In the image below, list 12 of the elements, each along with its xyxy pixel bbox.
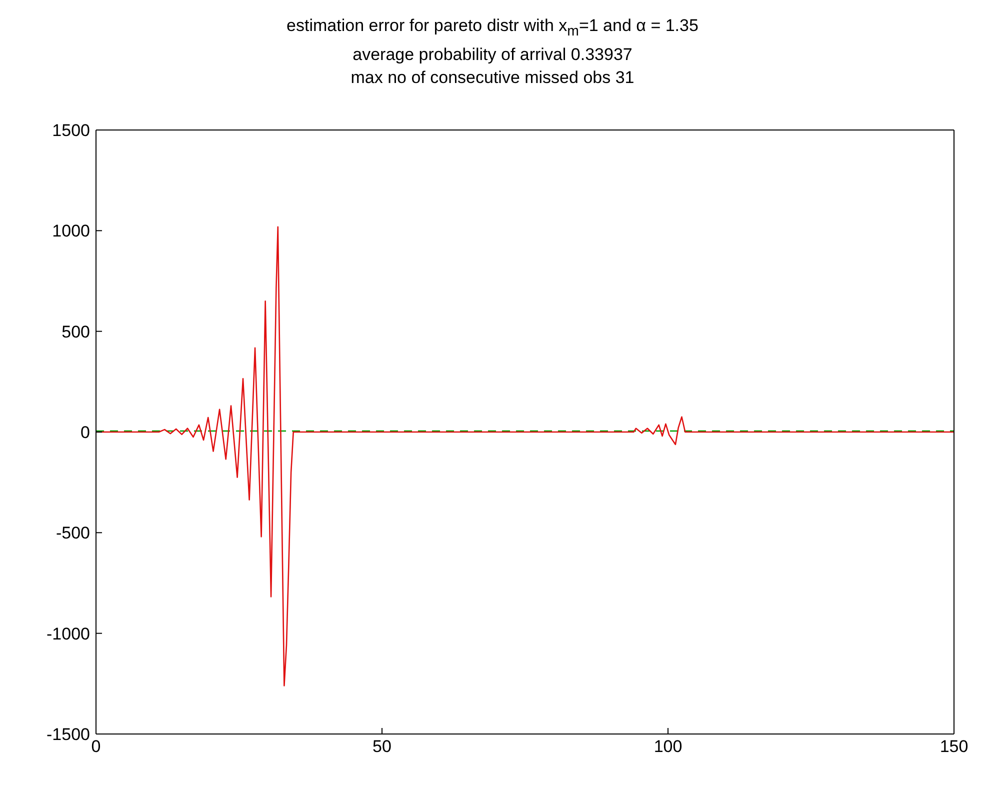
chart-subtitle: average probability of arrival 0.33937 max no of consecutive missed obs 31 — [350, 44, 636, 90]
y-tick-label: 1500 — [52, 121, 90, 140]
chart-title: estimation error for pareto distr with x$_{m}$=1 and α = 1.35 — [286, 15, 700, 42]
y-tick-label: -500 — [56, 524, 90, 543]
y-tick-label: 1000 — [52, 222, 90, 241]
x-tick-label: 150 — [940, 737, 968, 756]
y-tick-label: -1500 — [46, 725, 90, 744]
x-tick-label: 50 — [372, 737, 392, 756]
x-tick-label: 100 — [654, 737, 682, 756]
y-tick-label: -1000 — [46, 624, 90, 644]
y-tick-label: 500 — [62, 322, 90, 342]
y-tick-label: 0 — [80, 423, 90, 442]
